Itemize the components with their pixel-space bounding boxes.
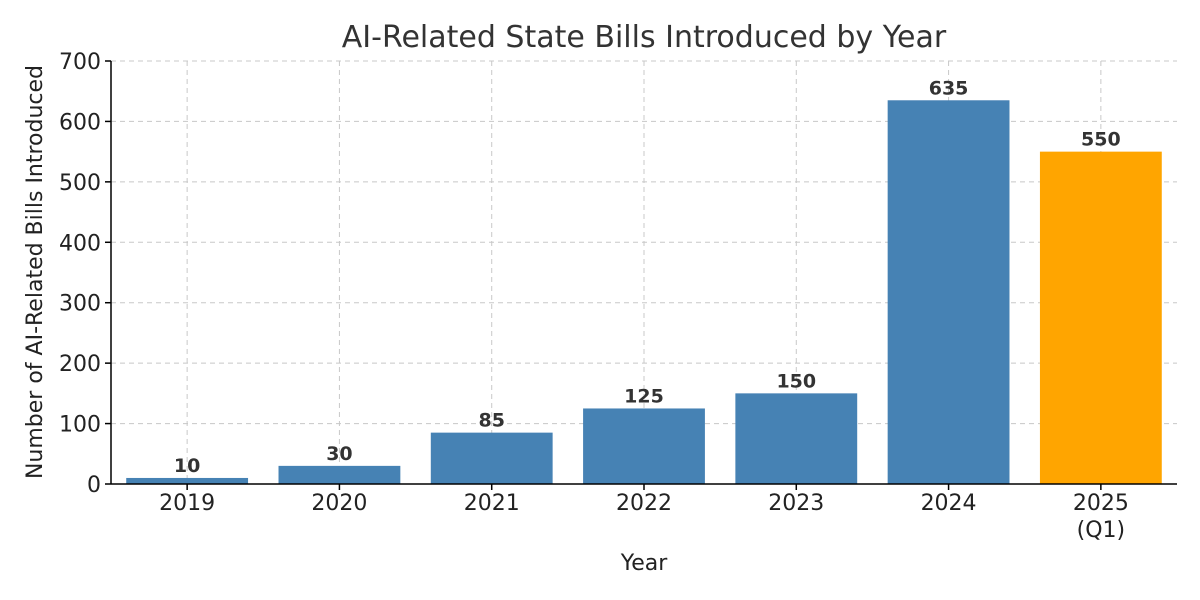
y-tick-label: 700 [59, 50, 101, 75]
x-tick-label: 2020 [311, 491, 367, 516]
y-tick-label: 300 [59, 292, 101, 317]
x-tick-label: 2022 [616, 491, 672, 516]
tick-labels: 0 100 200 300 400 500 600 700 2019 2020 2021 2022 20… [59, 50, 1129, 543]
y-tick-label: 400 [59, 231, 101, 256]
bar [887, 100, 1010, 485]
bar-value-label: 635 [929, 77, 969, 99]
bar [278, 465, 401, 484]
y-tick-label: 0 [87, 473, 101, 498]
data-labels: 10 30 85 125 150 635 550 [174, 77, 1121, 477]
bar-value-label: 85 [478, 410, 504, 432]
bar [735, 393, 858, 484]
bar-value-label: 10 [174, 455, 200, 477]
x-tick-label: 2025 [1073, 491, 1129, 516]
x-axis-label: Year [620, 551, 669, 576]
y-tick-label: 200 [59, 352, 101, 377]
bar-value-label: 550 [1081, 129, 1121, 151]
bar-value-label: 125 [624, 385, 664, 407]
bar [1039, 151, 1162, 484]
bar [430, 432, 553, 484]
bar-value-label: 150 [776, 370, 816, 392]
y-axis-label: Number of AI-Related Bills Introduced [23, 65, 48, 479]
x-tick-label: 2024 [921, 491, 977, 516]
y-tick-label: 100 [59, 413, 101, 438]
bar [583, 408, 705, 484]
bar [126, 477, 249, 484]
x-tick-label: 2021 [464, 491, 520, 516]
x-tick-label: 2019 [159, 491, 215, 516]
bars [126, 100, 1162, 485]
y-tick-label: 600 [59, 110, 101, 135]
x-tick-label: 2023 [768, 491, 824, 516]
bar-value-label: 30 [326, 443, 352, 465]
chart-title: AI-Related State Bills Introduced by Yea… [342, 20, 947, 55]
y-tick-label: 500 [59, 171, 101, 196]
x-tick-label: (Q1) [1077, 518, 1125, 543]
